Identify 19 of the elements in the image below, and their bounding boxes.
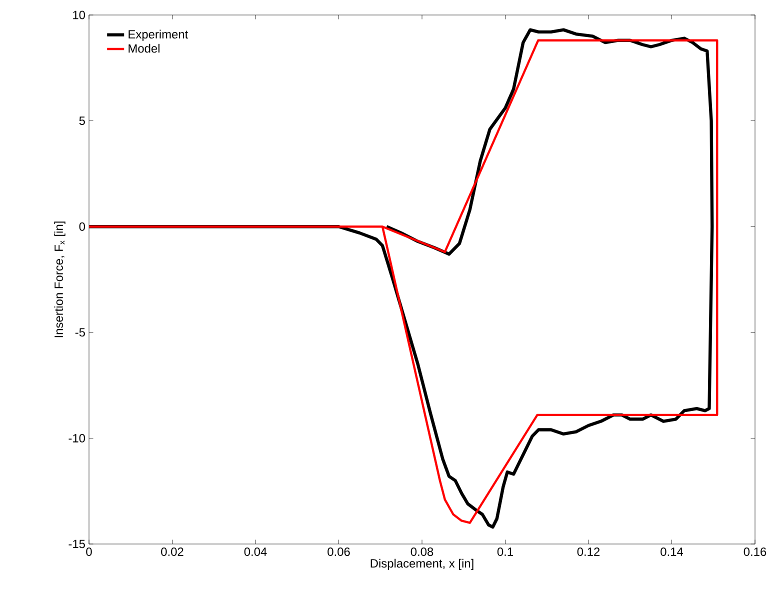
- x-axis-title: Displacement, x [in]: [370, 558, 474, 570]
- legend-label: Model: [128, 44, 160, 53]
- y-tick-label: 5: [79, 116, 85, 125]
- x-tick-label: 0.02: [161, 548, 184, 556]
- x-tick-label: 0.1: [497, 548, 513, 556]
- x-tick-label: 0.08: [410, 548, 434, 556]
- y-tick-label: -5: [75, 328, 85, 337]
- y-tick-label: 10: [73, 10, 86, 20]
- y-tick-label: 0: [79, 222, 86, 231]
- y-tick-label: -10: [68, 434, 86, 442]
- x-tick-label: 0.14: [660, 548, 684, 556]
- legend-label: Experiment: [128, 30, 188, 41]
- y-axis-title: Insertion Force, F$_{x}$ [in]: [54, 222, 66, 338]
- x-tick-label: 0.04: [244, 548, 267, 556]
- y-tick-label: -15: [68, 540, 85, 548]
- x-tick-label: 0.06: [328, 548, 350, 556]
- x-tick-label: 0: [86, 548, 92, 556]
- x-tick-label: 0.16: [744, 548, 766, 556]
- x-tick-label: 0.12: [577, 548, 600, 556]
